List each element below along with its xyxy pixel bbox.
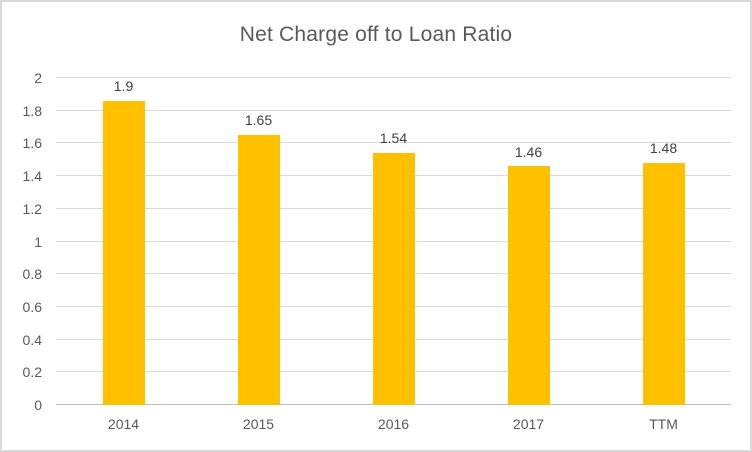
y-axis-tick-label: 0: [34, 397, 42, 413]
y-axis-tick-label: 1.4: [22, 168, 42, 185]
x-axis-label: TTM: [649, 416, 678, 432]
bar: [372, 153, 415, 405]
bar-slot: 1.65: [191, 78, 326, 405]
bar-value-label: 1.65: [244, 112, 273, 129]
bar: [507, 166, 550, 405]
chart-title: Net Charge off to Loan Ratio: [239, 23, 513, 46]
y-axis-tick-label: 2: [34, 70, 42, 86]
bar-value-label: 1.54: [379, 130, 408, 147]
bar-slot: 1.9: [56, 78, 191, 405]
y-axis-tick-label: 1.8: [22, 102, 42, 119]
plot-area: 1.9 1.65 1.54 1.46 1.48: [56, 77, 731, 405]
y-axis-tick-label: 0.2: [22, 364, 42, 381]
bar-value-label: 1.9: [113, 78, 134, 94]
bar: [642, 163, 685, 405]
bar-value-label: 1.46: [514, 143, 543, 160]
bars-row: 1.9 1.65 1.54 1.46 1.48: [56, 78, 731, 405]
gridline: [56, 77, 731, 78]
x-axis-labels: 2014 2015 2016 2017 TTM: [56, 416, 731, 432]
bar-value-label: 1.48: [649, 140, 678, 157]
y-axis-tick-label: 1.2: [22, 200, 42, 217]
y-axis-tick-label: 1.6: [22, 135, 42, 152]
y-axis-labels: 0 0.2 0.4 0.6 0.8 1 1.2 1.4 1.6 1.8 2: [2, 71, 42, 412]
y-axis-tick-label: 0.6: [22, 298, 42, 315]
x-axis-label: 2016: [377, 416, 410, 432]
bar: [102, 100, 145, 405]
x-axis-label: 2014: [107, 416, 140, 432]
bar: [237, 135, 280, 405]
gridline: [56, 142, 731, 144]
bar-slot: 1.54: [326, 78, 461, 405]
x-axis-label: 2015: [242, 416, 275, 432]
y-axis-tick-label: 1: [34, 233, 42, 250]
bar-slot: 1.46: [461, 78, 596, 405]
bar-slot: 1.48: [596, 78, 731, 405]
y-axis-tick-label: 0.8: [22, 266, 42, 283]
x-axis-label: 2017: [512, 416, 545, 432]
gridline: [56, 109, 731, 111]
y-axis-tick-label: 0.4: [22, 331, 42, 348]
